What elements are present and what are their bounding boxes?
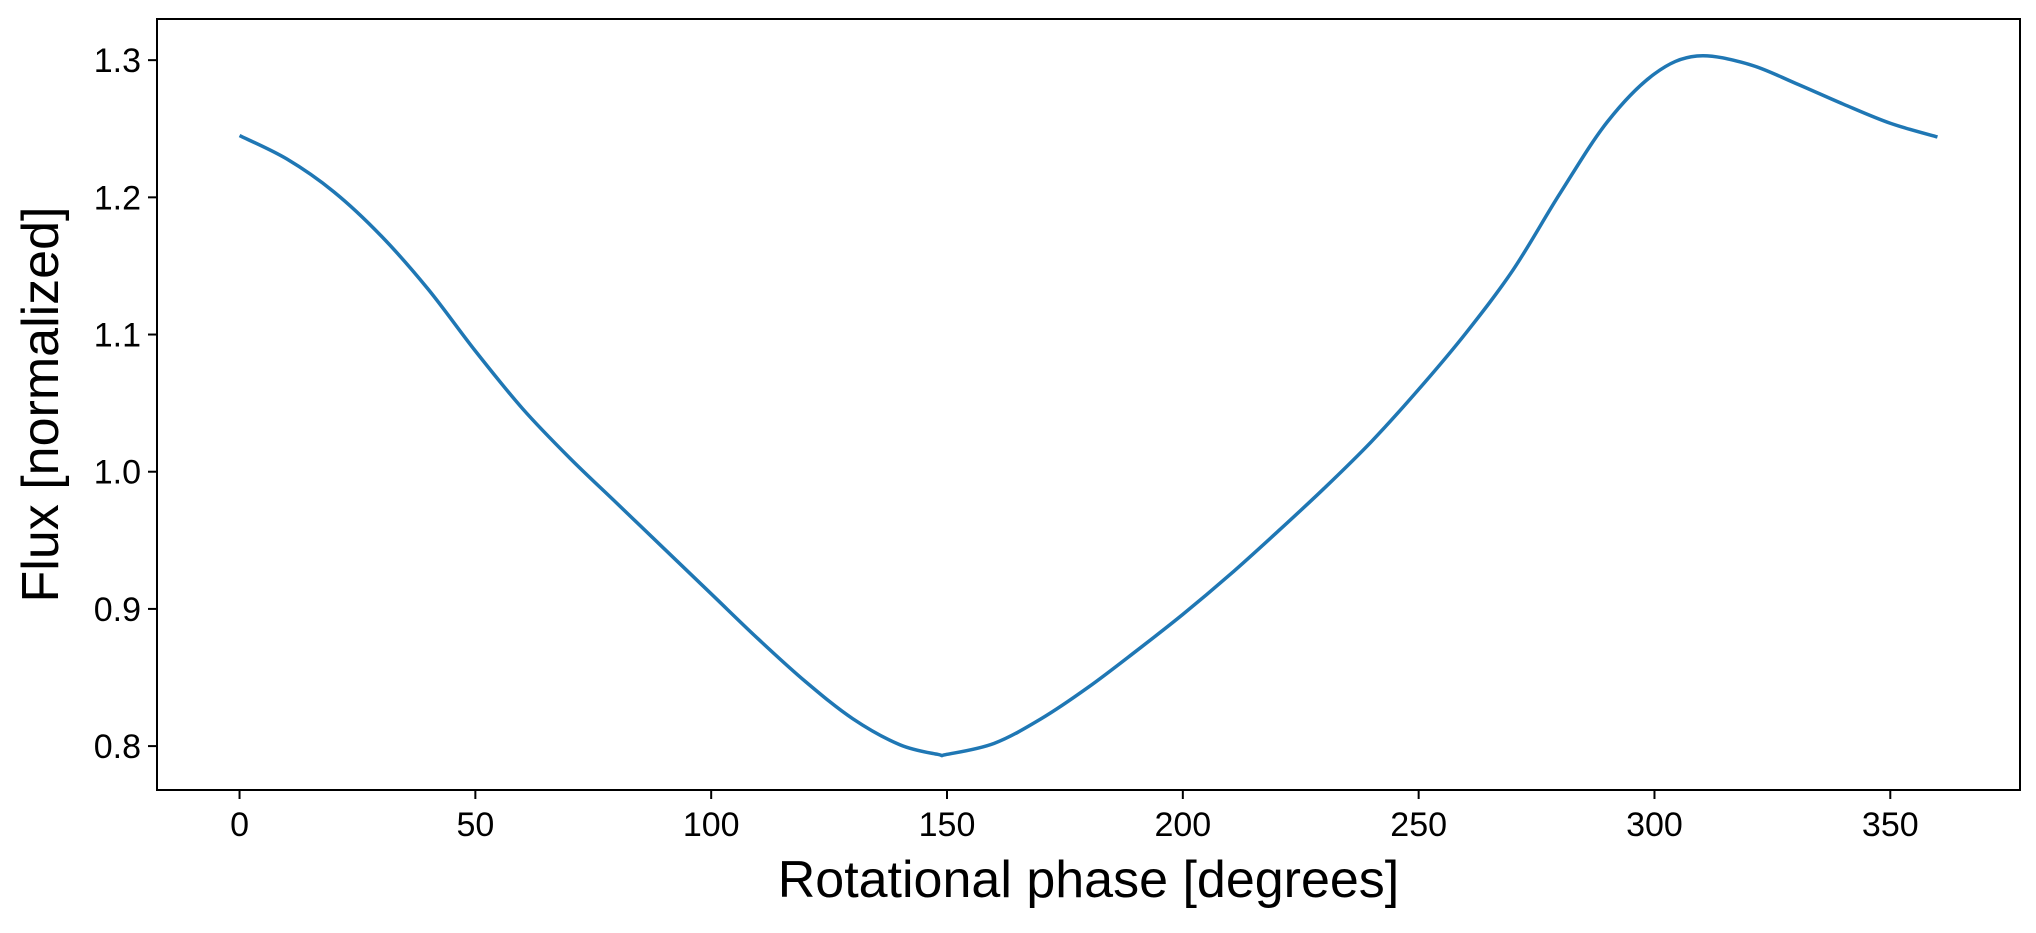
axes-frame [156, 18, 2021, 791]
x-tick-label: 0 [230, 806, 249, 844]
y-tick-label: 1.2 [94, 179, 141, 217]
x-tick-label: 150 [919, 806, 976, 844]
x-tick-label: 200 [1154, 806, 1211, 844]
x-axis-label: Rotational phase [degrees] [778, 851, 1400, 909]
flux-series-line [238, 53, 1938, 758]
x-tick-label: 100 [683, 806, 740, 844]
plot-area [238, 53, 1938, 758]
x-axis-ticks: 0 50 100 150 200 250 300 350 [230, 790, 1919, 844]
y-tick-label: 0.9 [94, 591, 141, 629]
x-tick-label: 250 [1390, 806, 1447, 844]
y-axis-label: Flux [normalized] [12, 207, 70, 603]
y-tick-label: 1.3 [94, 42, 141, 80]
y-axis-ticks: 0.8 0.9 1.0 1.1 1.2 1.3 [94, 42, 157, 766]
y-tick-label: 1.0 [94, 454, 141, 492]
y-tick-label: 1.1 [94, 317, 141, 355]
x-tick-label: 350 [1862, 806, 1919, 844]
x-tick-label: 50 [456, 806, 494, 844]
y-tick-label: 0.8 [94, 728, 141, 766]
x-tick-label: 300 [1626, 806, 1683, 844]
